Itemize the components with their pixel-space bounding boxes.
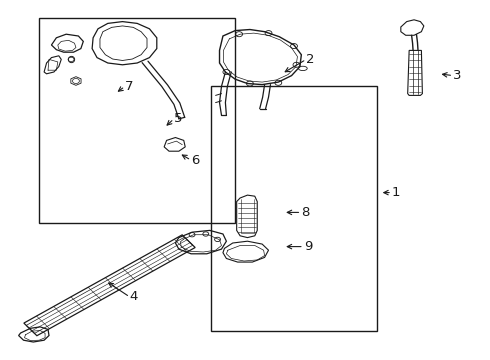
Text: 7: 7	[125, 80, 133, 93]
Text: 4: 4	[130, 291, 138, 303]
Text: 2: 2	[306, 53, 315, 66]
Bar	[39, 18, 235, 223]
Text: 8: 8	[301, 206, 310, 219]
Bar	[211, 86, 377, 331]
Text: 9: 9	[304, 240, 312, 253]
Text: 5: 5	[174, 112, 182, 125]
Text: 6: 6	[191, 154, 199, 167]
Text: 1: 1	[392, 186, 400, 199]
Text: 3: 3	[453, 69, 462, 82]
